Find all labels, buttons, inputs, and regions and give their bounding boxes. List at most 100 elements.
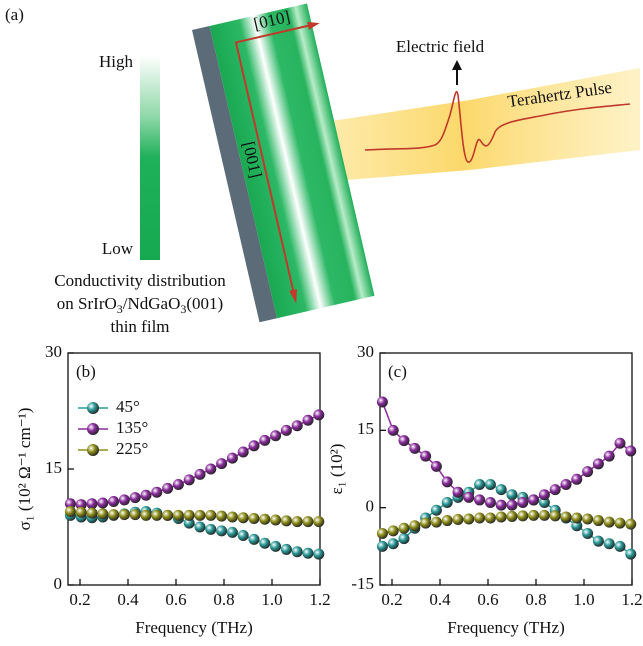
data-point xyxy=(216,525,227,536)
data-point xyxy=(442,497,453,508)
data-point xyxy=(195,510,206,521)
data-point xyxy=(388,425,399,436)
data-point xyxy=(507,489,518,500)
data-point xyxy=(399,523,410,534)
caption: on SrIrO3/NdGaO3(001) xyxy=(57,294,223,316)
data-point xyxy=(604,451,615,462)
data-point xyxy=(97,508,108,519)
data-point xyxy=(292,546,303,557)
data-point xyxy=(259,514,270,525)
data-point xyxy=(388,538,399,549)
data-point xyxy=(249,534,260,545)
data-point xyxy=(259,538,270,549)
data-point xyxy=(582,528,593,539)
data-point xyxy=(205,510,216,521)
data-point xyxy=(571,512,582,523)
data-point xyxy=(496,484,507,495)
data-point xyxy=(625,519,636,530)
data-point xyxy=(130,509,141,520)
data-point xyxy=(216,511,227,522)
panel-label: (c) xyxy=(388,362,407,381)
data-point xyxy=(399,533,410,544)
data-point xyxy=(184,474,195,485)
data-point xyxy=(615,438,626,449)
data-point xyxy=(303,415,314,426)
x-tick-label: 0.2 xyxy=(69,590,90,609)
x-tick-label: 0.4 xyxy=(429,590,451,609)
data-point xyxy=(238,446,249,457)
data-point xyxy=(151,510,162,521)
y-tick-label: 0 xyxy=(54,574,63,593)
data-point xyxy=(561,511,572,522)
data-point xyxy=(313,409,324,420)
data-point xyxy=(76,507,87,518)
data-point xyxy=(238,530,249,541)
data-point xyxy=(281,425,292,436)
y-tick-label: 30 xyxy=(45,342,62,361)
data-point xyxy=(249,440,260,451)
data-point xyxy=(195,522,206,533)
data-point xyxy=(539,510,550,521)
caption: Conductivity distribution xyxy=(54,271,226,290)
panel-label: (a) xyxy=(5,5,24,24)
data-point xyxy=(377,396,388,407)
y-axis-label: σ₁ (10² Ω⁻¹ cm⁻¹) xyxy=(15,408,34,531)
data-point xyxy=(474,479,485,490)
y-tick-label: 15 xyxy=(45,458,62,477)
colorbar xyxy=(140,55,160,260)
data-point xyxy=(259,435,270,446)
data-point xyxy=(625,445,636,456)
data-point xyxy=(409,443,420,454)
x-axis-label: Frequency (THz) xyxy=(447,618,565,637)
data-point xyxy=(615,518,626,529)
data-point xyxy=(507,511,518,522)
data-point xyxy=(582,514,593,525)
data-point xyxy=(119,509,130,520)
data-point xyxy=(474,494,485,505)
data-point xyxy=(593,515,604,526)
data-point xyxy=(517,497,528,508)
data-point xyxy=(184,510,195,521)
data-point xyxy=(604,517,615,528)
data-point xyxy=(550,484,561,495)
data-point xyxy=(507,500,518,511)
data-point xyxy=(270,541,281,552)
data-point xyxy=(550,510,561,521)
data-point xyxy=(173,510,184,521)
data-point xyxy=(496,500,507,511)
data-point xyxy=(313,516,324,527)
data-point xyxy=(485,479,496,490)
data-point xyxy=(238,512,249,523)
data-point xyxy=(528,510,539,521)
data-point xyxy=(453,514,464,525)
data-point xyxy=(442,476,453,487)
data-point xyxy=(420,451,431,462)
data-point xyxy=(141,490,152,501)
data-point xyxy=(205,524,216,535)
data-point xyxy=(130,492,141,503)
caption: thin film xyxy=(110,317,169,336)
data-point xyxy=(431,505,442,516)
caption-part: on SrIrO xyxy=(57,294,117,313)
y-axis-label: ε₁ (10²) xyxy=(327,444,346,495)
data-point xyxy=(377,541,388,552)
data-point xyxy=(388,525,399,536)
caption-part: /NdGaO xyxy=(123,294,181,313)
x-axis-label: Frequency (THz) xyxy=(135,618,253,637)
data-point xyxy=(227,527,238,538)
data-point xyxy=(496,511,507,522)
x-tick-label: 0.2 xyxy=(381,590,402,609)
field-arrow-head xyxy=(452,60,462,70)
data-point xyxy=(517,510,528,521)
data-point xyxy=(195,469,206,480)
data-point xyxy=(582,466,593,477)
data-point xyxy=(87,508,98,519)
colorbar-low: Low xyxy=(102,239,134,258)
x-tick-label: 1.0 xyxy=(573,590,594,609)
data-point xyxy=(593,458,604,469)
annotation: Electric field xyxy=(396,37,485,56)
x-tick-label: 1.2 xyxy=(309,590,330,609)
data-point xyxy=(205,464,216,475)
figure: (a) High Low Conductivity distribution o… xyxy=(0,0,643,646)
data-point xyxy=(625,549,636,560)
